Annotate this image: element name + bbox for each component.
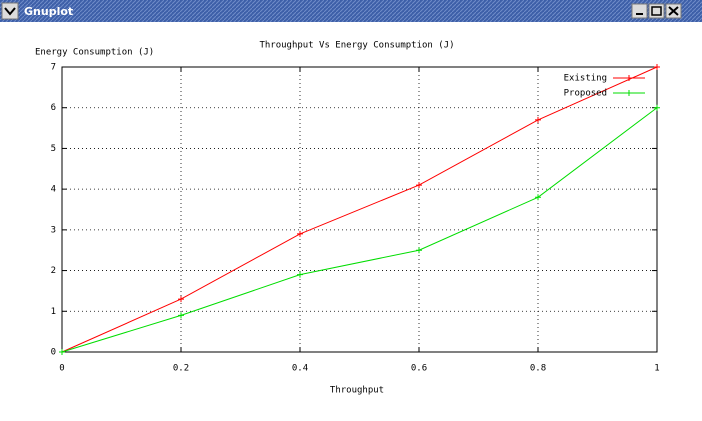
point-marker	[535, 194, 541, 201]
minimize-button[interactable]	[631, 3, 648, 19]
legend-marker	[626, 90, 632, 96]
x-tick-label: 0.2	[173, 364, 189, 374]
x-tick-label: 0.8	[530, 364, 546, 374]
y-tick-label: 5	[51, 144, 56, 154]
maximize-icon	[651, 6, 662, 16]
chart-title: Throughput Vs Energy Consumption (J)	[259, 41, 454, 51]
y-tick-label: 0	[51, 348, 56, 358]
window-menu-button[interactable]	[1, 2, 19, 20]
series-line	[61, 66, 658, 353]
x-axis-label: Throughput	[330, 386, 384, 396]
y-tick-label: 6	[51, 103, 56, 113]
point-marker	[416, 247, 422, 254]
point-marker	[416, 182, 422, 189]
x-tick-label: 0.6	[411, 364, 427, 374]
point-marker	[297, 271, 303, 278]
legend-marker	[626, 75, 632, 81]
x-tick-label: 0.4	[292, 364, 308, 374]
legend-label: Proposed	[564, 89, 607, 99]
y-tick-label: 1	[51, 307, 56, 317]
point-marker	[178, 296, 184, 303]
point-marker	[297, 230, 303, 237]
x-tick-label: 0	[59, 364, 64, 374]
point-marker	[59, 349, 65, 355]
menu-icon	[4, 7, 16, 16]
point-marker	[654, 104, 660, 111]
point-marker	[654, 64, 660, 70]
point-marker	[535, 116, 541, 123]
window-title: Gnuplot	[24, 5, 73, 18]
plot-frame	[61, 66, 658, 353]
y-axis-label: Energy Consumption (J)	[35, 48, 154, 58]
point-marker	[178, 312, 184, 319]
legend-label: Existing	[564, 74, 607, 84]
plot: 0 1 2 3 4 5 6 7 0 0.2 0.4 0.6 0.8 1 Existing Proposed	[51, 63, 660, 374]
y-tick-label: 7	[51, 63, 56, 73]
y-tick-label: 2	[51, 266, 56, 276]
title-bar	[0, 0, 702, 22]
x-tick-label: 1	[654, 364, 659, 374]
close-icon	[668, 6, 679, 16]
y-tick-label: 4	[51, 185, 56, 195]
y-tick-label: 3	[51, 225, 56, 235]
series-line	[61, 107, 658, 353]
